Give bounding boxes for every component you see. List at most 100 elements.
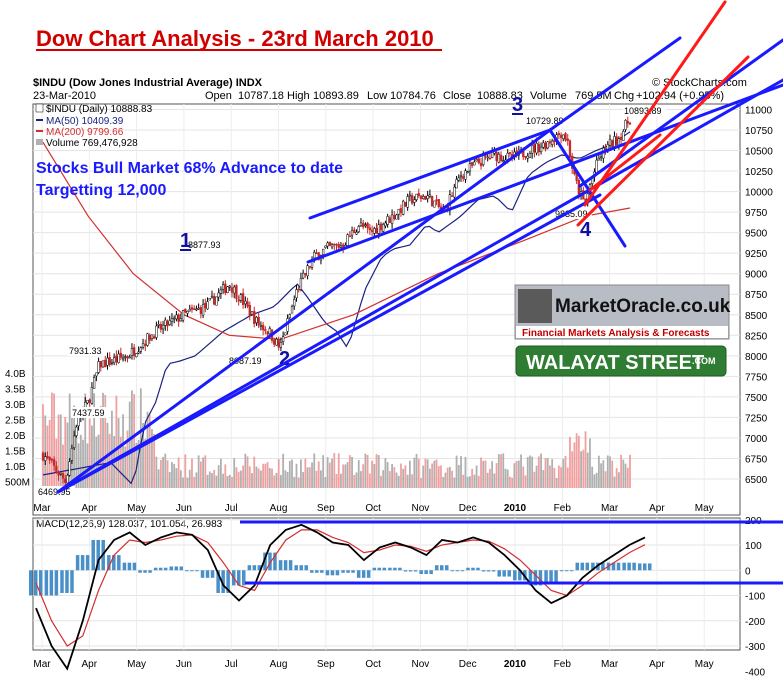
candle-body [75,426,78,436]
volume-bar [413,457,416,488]
price-x-tick: Sep [317,503,335,514]
macd-histogram-bar [320,570,324,573]
candle-body [359,222,363,227]
macd-histogram-bar [580,562,585,571]
annotation-line-2: Targetting 12,000 [36,182,167,199]
volume-bar [244,453,247,488]
candle-body [170,318,174,322]
macd-histogram-bar [91,539,95,571]
macd-histogram-bar [70,570,74,593]
candle-body [368,227,372,231]
candle-body [284,332,287,336]
candle-body [141,343,145,348]
macd-histogram-bar [351,570,355,573]
candle-body [410,195,414,204]
volume-bar [604,471,607,488]
price-y-tick: 10250 [745,167,773,178]
volume-y-tick: 4.0B [5,369,26,380]
walayat-street-com: .COM [692,356,716,366]
macd-histogram-bar [39,570,43,596]
candle-body [557,133,560,136]
volume-bar [573,442,576,488]
candle-body [72,435,76,448]
volume-bar [440,465,442,488]
price-y-tick: 9000 [745,270,768,281]
candle-body [301,272,305,279]
volume-bar [602,460,605,488]
macd-histogram-bar [315,570,319,573]
candle-body [128,356,131,359]
price-y-tick: 10000 [745,188,773,199]
macd-histogram-bar [190,570,194,572]
volume-bar [320,470,322,488]
macd-x-tick: Feb [554,659,572,670]
target-line-upper [583,0,727,207]
volume-bar [144,438,147,488]
volume-bar [417,458,420,488]
volume-bar [544,458,547,488]
macd-histogram-bar [455,570,460,572]
volume-bar [415,453,418,488]
macd-histogram-bar [507,570,511,577]
candle-body [130,348,134,356]
macd-histogram-bar [638,563,642,571]
red-target-lines [576,0,750,227]
volume-bar [75,424,78,488]
candle-body [139,347,142,352]
candle-body [150,334,154,339]
volume-bar [191,458,193,488]
volume-bar [177,457,180,488]
candle-body [424,196,427,200]
macd-histogram-bar [460,570,465,572]
volume-bar [513,463,516,488]
volume-bar [111,410,113,488]
price-y-tick: 7250 [745,413,768,424]
volume-bar [248,466,251,488]
candle-body [388,217,392,223]
candle-body [275,338,278,346]
candle-body [366,222,369,229]
point-label-bg [525,115,569,126]
candle-body [526,155,529,159]
candle-body [119,352,122,358]
macd-histogram-bar [200,570,205,578]
header-date: 23-Mar-2010 [33,90,96,102]
price-x-tick: Jul [225,503,238,514]
candle-body [399,208,403,214]
low-label: Low [367,90,387,102]
candle-body [281,336,285,342]
volume-bar [366,454,369,488]
volume-bar [93,393,96,488]
volume-bar [484,460,487,488]
candle-body [221,284,225,290]
macd-histogram-bar [221,570,225,593]
candle-body [266,331,269,335]
volume-bar [408,460,411,488]
candle-body [233,286,236,294]
candle-body [146,333,149,346]
macd-histogram-bar [283,560,288,571]
macd-histogram-bar [388,567,392,571]
macd-line [35,523,646,671]
macd-histogram-bar [205,570,210,578]
candle-body [435,199,438,201]
volume-bar [355,472,358,488]
candle-body [437,199,440,207]
candle-body [599,156,603,159]
volume-bar [382,470,385,488]
volume-bar [215,475,218,488]
candle-body [235,285,238,299]
candle-body [308,266,311,268]
volume-bar [99,405,102,488]
candle-body [462,176,465,179]
candle-body [224,283,227,293]
volume-bar [542,470,545,488]
price-x-tick: Feb [554,503,572,514]
candle-body [608,139,612,146]
volume-bar [288,460,291,488]
volume-bar [66,422,69,488]
volume-bar [380,475,382,488]
candle-body [495,151,498,161]
candle-body [597,157,601,161]
volume-bar [139,388,142,488]
